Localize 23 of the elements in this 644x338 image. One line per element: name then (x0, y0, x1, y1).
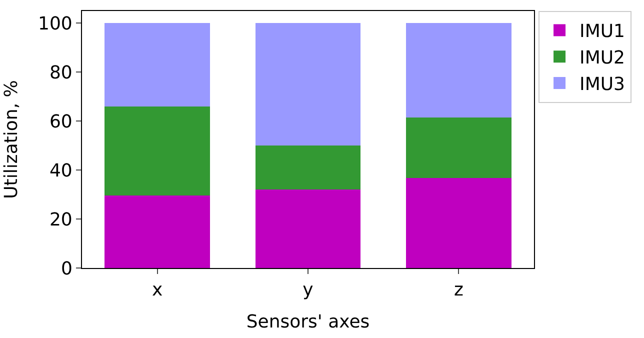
x-axis-title: Sensors' axes (246, 312, 370, 333)
bar (406, 23, 512, 118)
bar (255, 23, 361, 146)
bar (104, 195, 210, 268)
bar (255, 146, 361, 190)
bar (104, 23, 210, 106)
bar (255, 190, 361, 268)
x-tick-label: y (302, 280, 314, 301)
legend-label: IMU1 (580, 21, 625, 42)
y-axis-title: Utilization, % (1, 80, 22, 199)
bar (406, 178, 512, 268)
y-tick-label: 60 (49, 111, 72, 132)
bar (406, 118, 512, 178)
x-tick-label: z (454, 280, 464, 301)
y-tick-label: 40 (49, 160, 72, 182)
legend-label: IMU2 (580, 48, 625, 69)
y-tick-label: 20 (49, 209, 72, 230)
x-tick-label: x (152, 280, 163, 301)
legend-label: IMU3 (580, 74, 625, 96)
y-tick-label: 0 (60, 258, 72, 280)
y-tick-label: 80 (49, 62, 72, 84)
bar (104, 106, 210, 196)
y-tick-label: 100 (38, 14, 72, 35)
